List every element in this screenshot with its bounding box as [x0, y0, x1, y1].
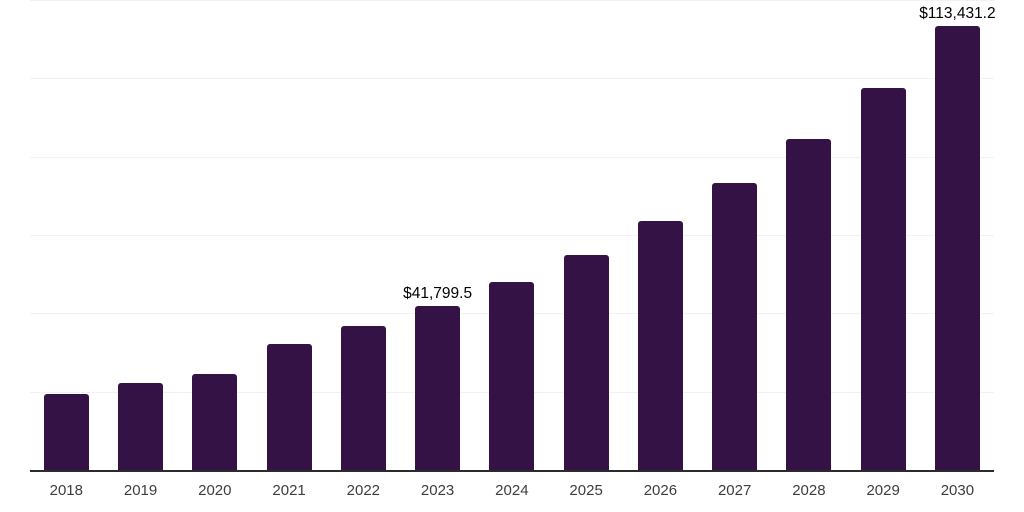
x-tick-label-2019: 2019 [123, 482, 158, 499]
bar-2026 [637, 220, 683, 470]
bar-2021 [266, 343, 312, 470]
bar-2018 [43, 394, 89, 470]
x-tick-label-2027: 2027 [717, 482, 752, 499]
gridline-60000 [30, 235, 994, 236]
x-tick-label-2022: 2022 [346, 482, 381, 499]
bar-2027 [712, 182, 758, 470]
data-label-2030: $113,431.2 [919, 4, 996, 22]
bar-2024 [489, 282, 535, 470]
x-tick-label-2020: 2020 [198, 482, 232, 499]
x-tick-label-2023: 2023 [420, 482, 455, 499]
plot-area [30, 0, 994, 472]
x-tick-label-2018: 2018 [49, 482, 83, 499]
gridline-80000 [30, 156, 994, 158]
x-tick-label-2025: 2025 [569, 482, 603, 499]
bar-2023 [415, 306, 461, 470]
x-tick-label-2024: 2024 [495, 482, 529, 499]
bar-2020 [192, 374, 238, 470]
bar-2019 [118, 383, 164, 470]
bar-2022 [340, 326, 386, 470]
gridline-100000 [30, 78, 994, 80]
x-tick-label-2030: 2030 [940, 482, 975, 499]
bar-2029 [860, 87, 906, 470]
gridline-120000 [30, 0, 994, 1]
bar-2025 [563, 254, 609, 470]
data-label-2023: $41,799.5 [403, 285, 473, 303]
x-tick-label-2026: 2026 [643, 482, 678, 499]
bar-2028 [786, 138, 832, 470]
bar-2030 [934, 25, 980, 470]
x-tick-label-2029: 2029 [866, 482, 900, 499]
x-tick-label-2028: 2028 [792, 482, 826, 499]
x-tick-label-2021: 2021 [272, 482, 306, 499]
